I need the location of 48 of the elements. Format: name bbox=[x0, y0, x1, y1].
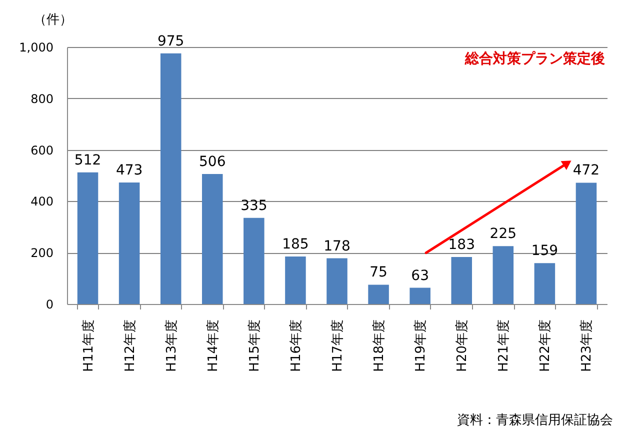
data-label: 506 bbox=[199, 154, 226, 170]
bar bbox=[492, 246, 514, 304]
y-tick-label: 600 bbox=[30, 143, 54, 158]
x-tick-label: H11年度 bbox=[80, 320, 96, 372]
data-label: 335 bbox=[240, 198, 268, 214]
data-label: 975 bbox=[157, 33, 184, 50]
x-tick-label: H15年度 bbox=[246, 320, 262, 372]
x-tick-label: H22年度 bbox=[537, 320, 554, 372]
x-tick-label: H12年度 bbox=[122, 320, 138, 372]
data-label: 512 bbox=[74, 152, 102, 168]
data-label: 183 bbox=[448, 236, 475, 253]
data-label: 178 bbox=[324, 238, 350, 254]
x-tick-label: H16年度 bbox=[288, 320, 304, 372]
bar bbox=[326, 258, 348, 304]
y-tick-label: 200 bbox=[30, 246, 54, 260]
annotation: 総合対策プラン策定後 bbox=[464, 50, 605, 67]
data-label: 63 bbox=[411, 268, 429, 284]
x-tick-label: H21年度 bbox=[496, 320, 512, 372]
bar bbox=[244, 218, 264, 304]
data-label: 185 bbox=[282, 236, 309, 252]
data-label: 159 bbox=[531, 243, 558, 260]
x-tick-label: H17年度 bbox=[330, 320, 346, 372]
bar bbox=[534, 263, 556, 304]
y-tick-label: 0 bbox=[46, 298, 54, 312]
bar bbox=[368, 284, 389, 304]
y-tick-label: 800 bbox=[30, 92, 54, 106]
y-tick-label: 400 bbox=[30, 194, 54, 209]
bar bbox=[576, 182, 597, 304]
bar bbox=[451, 256, 472, 304]
y-axis-title: （件） bbox=[34, 12, 72, 28]
x-tick-label: H14年度 bbox=[204, 320, 221, 372]
x-tick-label: H18年度 bbox=[371, 320, 388, 372]
bar bbox=[77, 172, 98, 304]
bar bbox=[118, 182, 140, 304]
y-tick-label: 1,000 bbox=[19, 40, 54, 54]
bar bbox=[285, 256, 306, 304]
bar bbox=[202, 174, 223, 304]
x-tick-label: H19年度 bbox=[412, 320, 429, 372]
data-label: 472 bbox=[572, 162, 600, 179]
text: 資料：青森県信用保証協会 bbox=[457, 413, 613, 428]
bar bbox=[410, 288, 430, 304]
x-tick-label: H20年度 bbox=[454, 320, 470, 372]
data-label: 473 bbox=[116, 162, 143, 178]
x-tick-label: H23年度 bbox=[578, 320, 595, 372]
x-tick-label: H13年度 bbox=[163, 320, 180, 372]
data-label: 75 bbox=[370, 264, 388, 281]
data-label: 225 bbox=[490, 226, 517, 242]
bar bbox=[160, 53, 182, 304]
